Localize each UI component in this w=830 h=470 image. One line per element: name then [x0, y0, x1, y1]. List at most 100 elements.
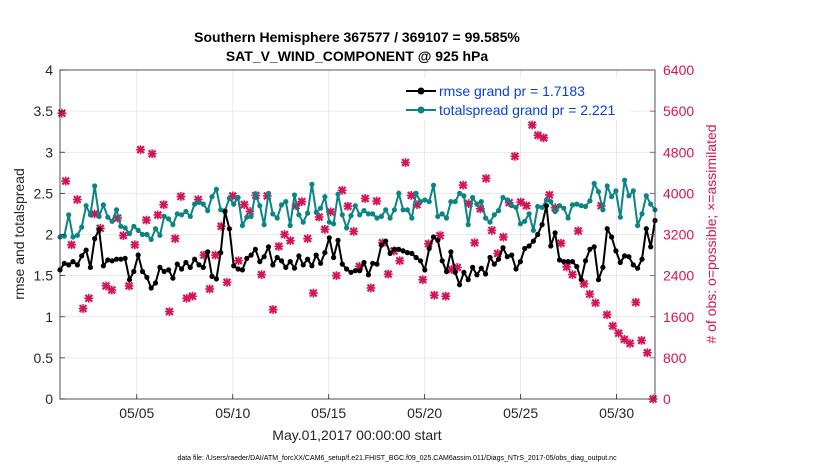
rmse-point	[491, 261, 497, 267]
totalspread-point	[548, 199, 554, 205]
obs-count-point	[579, 279, 589, 289]
totalspread-point	[274, 215, 280, 221]
obs-count-point	[84, 293, 94, 303]
totalspread-point	[604, 183, 610, 189]
totalspread-point	[409, 215, 415, 221]
obs-count-point	[573, 226, 583, 236]
totalspread-point	[187, 213, 193, 219]
rmse-point	[404, 250, 410, 256]
rmse-point	[391, 246, 397, 252]
rmse-point	[513, 266, 519, 272]
totalspread-point	[183, 208, 189, 215]
obs-count-point	[257, 270, 266, 280]
rmse-point	[126, 277, 133, 283]
totalspread-point	[257, 203, 263, 209]
totalspread-point	[309, 181, 315, 187]
rmse-point	[361, 259, 367, 266]
obs-count-point	[61, 176, 71, 186]
rmse-point	[235, 266, 241, 272]
obs-count-point	[124, 281, 134, 291]
rmse-point	[374, 261, 380, 267]
totalspread-point	[348, 213, 354, 219]
totalspread-point	[422, 197, 428, 203]
obs-count-point	[360, 194, 370, 203]
totalspread-point	[556, 203, 563, 209]
totalspread-point	[139, 231, 146, 238]
rmse-point	[305, 256, 311, 262]
totalspread-point	[574, 201, 580, 207]
totalspread-point	[370, 211, 376, 217]
totalspread-point	[166, 216, 172, 222]
rmse-point	[465, 277, 471, 283]
y-right-tick-label: 1600	[663, 309, 694, 325]
rmse-point	[496, 256, 502, 262]
obs-count-point	[72, 195, 82, 204]
totalspread-point	[643, 193, 649, 199]
totalspread-point	[291, 192, 298, 198]
y-tick-label: 4	[45, 62, 53, 78]
totalspread-point	[305, 210, 311, 216]
obs-count-point	[176, 192, 186, 201]
totalspread-point	[322, 194, 328, 200]
rmse-point	[626, 254, 632, 260]
totalspread-point	[522, 218, 528, 224]
rmse-point	[352, 268, 358, 274]
rmse-point	[274, 254, 280, 261]
totalspread-point	[235, 194, 241, 201]
obs-count-point	[136, 145, 146, 155]
rmse-point	[187, 264, 193, 270]
totalspread-point	[435, 213, 441, 219]
obs-count-point	[343, 201, 353, 211]
obs-count-point	[602, 310, 612, 320]
rmse-point	[313, 252, 319, 258]
obs-count-point	[441, 291, 451, 301]
totalspread-point	[569, 202, 576, 208]
obs-count-point	[556, 238, 566, 248]
totalspread-point	[313, 209, 319, 215]
rmse-point	[74, 262, 80, 268]
obs-count-point	[141, 215, 151, 225]
totalspread-point	[144, 231, 150, 238]
rmse-point	[344, 266, 350, 272]
totalspread-point	[452, 199, 458, 205]
totalspread-point	[74, 232, 80, 238]
totalspread-point	[622, 177, 628, 183]
y-right-tick-label: 5600	[663, 103, 694, 119]
totalspread-point	[157, 232, 163, 238]
rmse-point	[339, 261, 345, 267]
rmse-point	[509, 252, 515, 258]
totalspread-point	[248, 213, 254, 219]
totalspread-point	[617, 214, 623, 220]
rmse-point	[574, 264, 580, 270]
totalspread-point	[626, 193, 632, 199]
totalspread-point	[170, 222, 176, 228]
rmse-point	[174, 261, 180, 267]
rmse-point	[170, 275, 176, 281]
totalspread-point	[352, 203, 358, 209]
totalspread-point	[613, 188, 619, 194]
rmse-point	[92, 236, 98, 242]
rmse-point	[474, 272, 480, 278]
totalspread-point	[474, 201, 480, 207]
rmse-point	[122, 255, 128, 261]
y-tick-label: 1.5	[34, 268, 54, 284]
totalspread-point	[383, 207, 389, 213]
obs-count-point	[331, 271, 341, 281]
totalspread-point	[70, 234, 76, 240]
rmse-point	[526, 243, 532, 249]
rmse-point	[218, 250, 224, 256]
y-right-tick-label: 2400	[663, 268, 694, 284]
totalspread-point	[404, 207, 410, 213]
totalspread-point	[483, 215, 489, 221]
x-tick-label: 05/05	[119, 405, 154, 421]
data-file-footnote: data file: /Users/raeder/DAI/ATM_forcXX/…	[177, 455, 617, 462]
totalspread-point	[543, 197, 550, 203]
y-tick-label: 3.5	[34, 103, 54, 119]
legend-box	[403, 78, 631, 120]
obs-count-point	[470, 238, 480, 248]
series-lines	[57, 177, 658, 291]
totalspread-point	[461, 193, 467, 199]
totalspread-point	[161, 213, 167, 219]
y-axis-right-label: # of obs: o=possible; ×=assimilated	[703, 124, 719, 343]
totalspread-point	[504, 197, 510, 203]
